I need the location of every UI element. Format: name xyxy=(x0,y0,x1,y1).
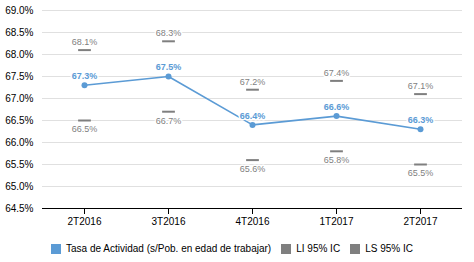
svg-text:66.0%: 66.0% xyxy=(5,137,33,148)
svg-text:67.4%: 67.4% xyxy=(324,68,350,78)
svg-text:64.5%: 64.5% xyxy=(5,203,33,214)
html-text:LI 95% IC: LI 95% IC xyxy=(296,243,341,254)
html-text:Tasa de Actividad (s/Pob. en e: Tasa de Actividad (s/Pob. en edad de tra… xyxy=(66,243,272,254)
svg-text:65.0%: 65.0% xyxy=(5,181,33,192)
svg-text:66.4%: 66.4% xyxy=(240,111,266,121)
svg-text:2T2017: 2T2017 xyxy=(404,216,438,227)
html-text:LS 95% IC: LS 95% IC xyxy=(365,243,413,254)
svg-text:67.5%: 67.5% xyxy=(5,71,33,82)
svg-text:68.0%: 68.0% xyxy=(5,49,33,60)
svg-text:67.5%: 67.5% xyxy=(156,62,182,72)
svg-text:66.5%: 66.5% xyxy=(5,115,33,126)
svg-text:68.5%: 68.5% xyxy=(5,27,33,38)
svg-text:67.1%: 67.1% xyxy=(408,81,434,91)
svg-text:66.6%: 66.6% xyxy=(324,102,350,112)
svg-text:68.3%: 68.3% xyxy=(156,28,182,38)
svg-text:66.3%: 66.3% xyxy=(408,115,434,125)
svg-text:69.0%: 69.0% xyxy=(5,5,33,16)
svg-text:1T2017: 1T2017 xyxy=(320,216,354,227)
svg-text:67.2%: 67.2% xyxy=(240,77,266,87)
svg-text:66.7%: 66.7% xyxy=(156,116,182,126)
svg-text:66.5%: 66.5% xyxy=(72,124,98,134)
svg-text:67.0%: 67.0% xyxy=(5,93,33,104)
svg-text:4T2016: 4T2016 xyxy=(236,216,270,227)
svg-text:2T2016: 2T2016 xyxy=(68,216,102,227)
svg-text:65.6%: 65.6% xyxy=(240,164,266,174)
svg-text:67.3%: 67.3% xyxy=(72,71,98,81)
svg-text:68.1%: 68.1% xyxy=(72,37,98,47)
svg-text:65.5%: 65.5% xyxy=(408,168,434,178)
svg-text:65.5%: 65.5% xyxy=(5,159,33,170)
svg-text:65.8%: 65.8% xyxy=(324,155,350,165)
svg-text:3T2016: 3T2016 xyxy=(152,216,186,227)
